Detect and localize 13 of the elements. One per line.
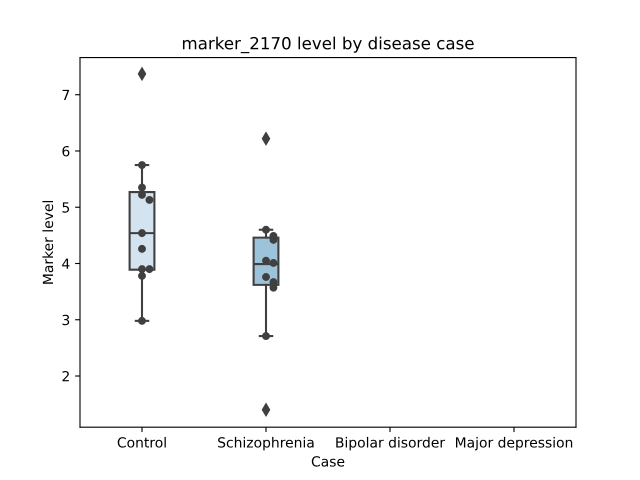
x-axis-title: Case (312, 456, 344, 467)
x-tick-label: Control (118, 436, 166, 448)
y-tick-label: 6 (62, 146, 70, 156)
x-tick-label: Schizophrenia (218, 436, 314, 450)
x-tick-label: Bipolar disorder (336, 436, 446, 450)
chart-title: marker_2170 level by disease case (182, 36, 474, 54)
y-tick-label: 7 (62, 90, 70, 100)
x-tick-label: Major depression (456, 436, 572, 450)
y-tick-label: 5 (62, 202, 70, 213)
y-tick-label: 2 (62, 370, 69, 382)
y-tick-label: 4 (62, 258, 70, 269)
y-tick-label: 3 (62, 314, 70, 326)
y-axis-title: Marker level (42, 200, 54, 284)
